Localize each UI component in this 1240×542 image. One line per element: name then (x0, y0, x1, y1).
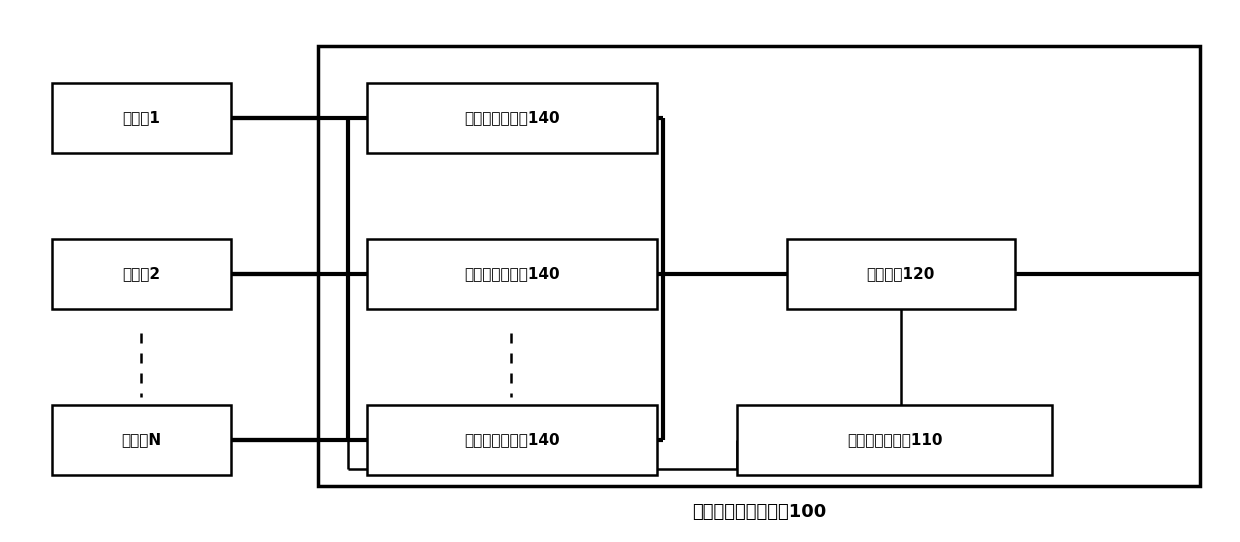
Text: 电池包1: 电池包1 (123, 111, 161, 126)
Bar (738, 405, 1052, 475)
Text: 电池包N: 电池包N (122, 433, 161, 448)
Bar (367, 83, 657, 153)
Bar (52, 239, 231, 308)
Text: 电池包控制开关140: 电池包控制开关140 (464, 266, 559, 281)
Bar (367, 239, 657, 308)
Bar (52, 405, 231, 475)
Bar (52, 83, 231, 153)
Bar (786, 239, 1016, 308)
Text: 电池包控制开关140: 电池包控制开关140 (464, 111, 559, 126)
Text: 电池包控制开关140: 电池包控制开关140 (464, 433, 559, 448)
Text: 电池包检测单元110: 电池包检测单元110 (847, 433, 942, 448)
Text: 电池包2: 电池包2 (123, 266, 161, 281)
Bar (367, 405, 657, 475)
Text: 多包并联的控制电路100: 多包并联的控制电路100 (692, 504, 826, 521)
Text: 控制单元120: 控制单元120 (867, 266, 935, 281)
Bar (317, 46, 1200, 486)
